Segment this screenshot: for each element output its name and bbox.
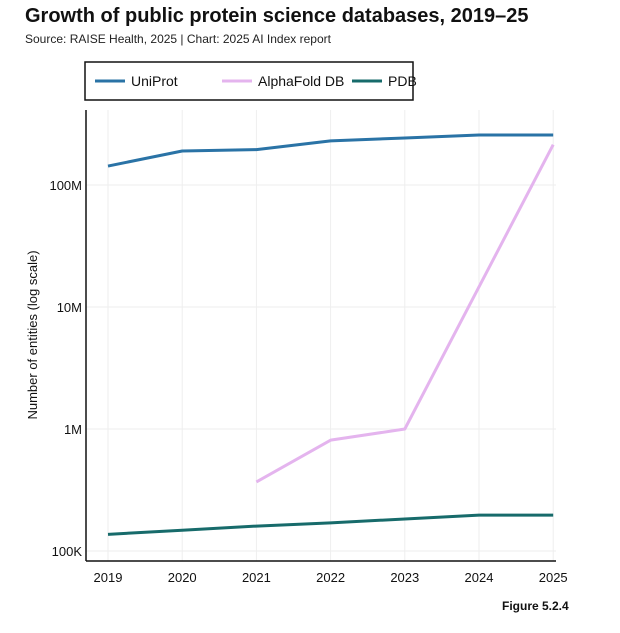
x-tick-label: 2024 [465,570,494,585]
y-tick-label: 10M [57,300,82,315]
legend-label: PDB [388,73,417,89]
y-tick-label: 100K [52,544,83,559]
x-tick-label: 2019 [94,570,123,585]
chart-subtitle: Source: RAISE Health, 2025 | Chart: 2025… [25,32,331,46]
legend-label: UniProt [131,73,178,89]
legend-label: AlphaFold DB [258,73,344,89]
x-tick-label: 2020 [168,570,197,585]
figure-label: Figure 5.2.4 [502,599,569,613]
x-tick-label: 2023 [390,570,419,585]
y-axis-label: Number of entities (log scale) [25,250,40,419]
y-tick-label: 100M [49,178,82,193]
series-line-alphafold-db [255,143,555,484]
chart-title: Growth of public protein science databas… [25,5,529,27]
x-tick-label: 2025 [539,570,568,585]
series-line-pdb [107,513,554,536]
y-tick-label: 1M [64,422,82,437]
x-tick-label: 2022 [316,570,345,585]
series-line-uniprot [107,133,554,168]
x-tick-label: 2021 [242,570,271,585]
